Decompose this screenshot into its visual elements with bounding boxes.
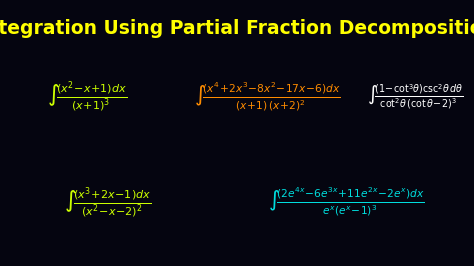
Text: $\int\!\frac{(x^3\!+\!2x\!-\!1)dx}{(x^2\!-\!x\!-\!2)^2}$: $\int\!\frac{(x^3\!+\!2x\!-\!1)dx}{(x^2\… [64, 185, 151, 219]
Text: Integration Using Partial Fraction Decomposition: Integration Using Partial Fraction Decom… [0, 19, 474, 38]
Text: $\int\!\frac{(1\!-\!\cot^3\!\theta)\csc^2\!\theta\,d\theta}{\cot^2\!\theta\,(\co: $\int\!\frac{(1\!-\!\cot^3\!\theta)\csc^… [367, 82, 464, 112]
Text: $\int\!\frac{(x^2\!-\!x\!+\!1)dx}{(x\!+\!1)^3}$: $\int\!\frac{(x^2\!-\!x\!+\!1)dx}{(x\!+\… [47, 80, 128, 114]
Text: $\int\!\frac{(x^4\!+\!2x^3\!-\!8x^2\!-\!17x\!-\!6)dx}{(x\!+\!1)\,(x\!+\!2)^2}$: $\int\!\frac{(x^4\!+\!2x^3\!-\!8x^2\!-\!… [194, 81, 341, 113]
Text: $\int\!\frac{(2e^{4x}\!-\!6e^{3x}\!+\!11e^{2x}\!-\!2e^{x})dx}{e^{x}(e^{x}\!-\!1): $\int\!\frac{(2e^{4x}\!-\!6e^{3x}\!+\!11… [268, 186, 424, 218]
